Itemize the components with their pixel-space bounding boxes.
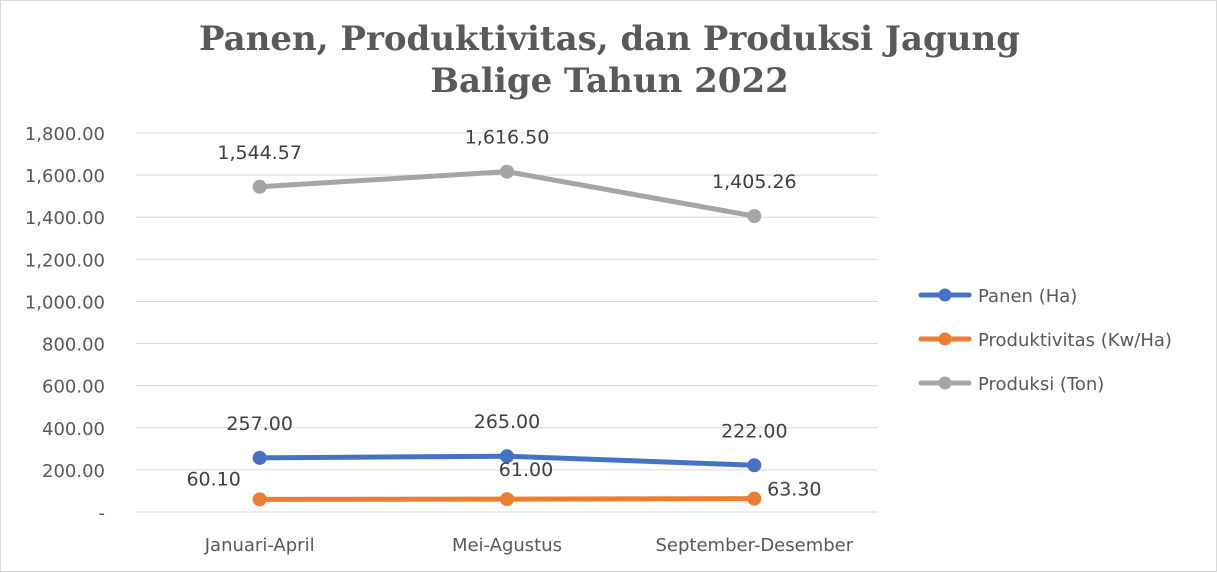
- data-label: 222.00: [721, 420, 787, 442]
- x-tick-label: September-Desember: [655, 535, 853, 556]
- data-label: 257.00: [226, 413, 292, 435]
- legend-marker: [938, 332, 952, 346]
- data-point-marker: [500, 164, 514, 179]
- y-tick-label: 1,600.00: [25, 166, 105, 187]
- data-point-marker: [747, 491, 762, 506]
- y-tick-label: 800.00: [42, 335, 105, 356]
- x-tick-label: Januari-April: [204, 535, 315, 556]
- legend-label: Produktivitas (Kw/Ha): [978, 330, 1172, 351]
- legend-marker: [938, 288, 952, 302]
- y-tick-label: 1,000.00: [25, 292, 105, 313]
- y-tick-label: 400.00: [42, 419, 105, 440]
- data-point-marker: [252, 450, 267, 465]
- data-point-marker: [252, 492, 267, 507]
- data-label: 1,405.26: [712, 171, 797, 193]
- data-point-marker: [252, 179, 267, 194]
- y-tick-label: 1,400.00: [25, 208, 105, 229]
- chart-title-line-1: Panen, Produktivitas, dan Produksi Jagun…: [198, 19, 1021, 59]
- data-label: 63.30: [767, 479, 821, 501]
- legend-label: Panen (Ha): [978, 286, 1077, 307]
- legend-label: Produksi (Ton): [978, 374, 1104, 395]
- chart-title-line-2: Balige Tahun 2022: [430, 61, 789, 101]
- data-label: 60.10: [186, 468, 240, 490]
- y-tick-label: 1,200.00: [25, 250, 105, 271]
- data-point-marker: [747, 458, 762, 473]
- y-tick-label: 200.00: [42, 461, 105, 482]
- data-point-marker: [747, 209, 762, 224]
- x-tick-label: Mei-Agustus: [452, 535, 562, 556]
- data-label: 1,544.57: [217, 142, 302, 164]
- data-label: 1,616.50: [465, 127, 550, 149]
- data-label: 61.00: [499, 459, 553, 481]
- data-point-marker: [500, 449, 514, 464]
- data-label: 265.00: [474, 411, 540, 433]
- data-point-marker: [500, 492, 514, 507]
- y-tick-label: 600.00: [42, 377, 105, 398]
- legend: Panen (Ha) Produktivitas (Kw/Ha) Produksi …: [918, 286, 1172, 395]
- data-labels: 257.00 265.00 222.00 60.10 61.00 63.30 1,544.5…: [186, 127, 821, 501]
- legend-marker: [938, 376, 952, 390]
- series-lines: [252, 164, 762, 507]
- x-axis-tick-labels: Januari-April Mei-Agustus September-Desemb…: [204, 535, 854, 556]
- y-tick-label: -: [99, 503, 106, 524]
- y-tick-label: 1,800.00: [25, 124, 105, 145]
- y-axis-tick-labels: - 200.00 400.00 600.00 800.00 1,000.00 1,200.0…: [25, 124, 105, 524]
